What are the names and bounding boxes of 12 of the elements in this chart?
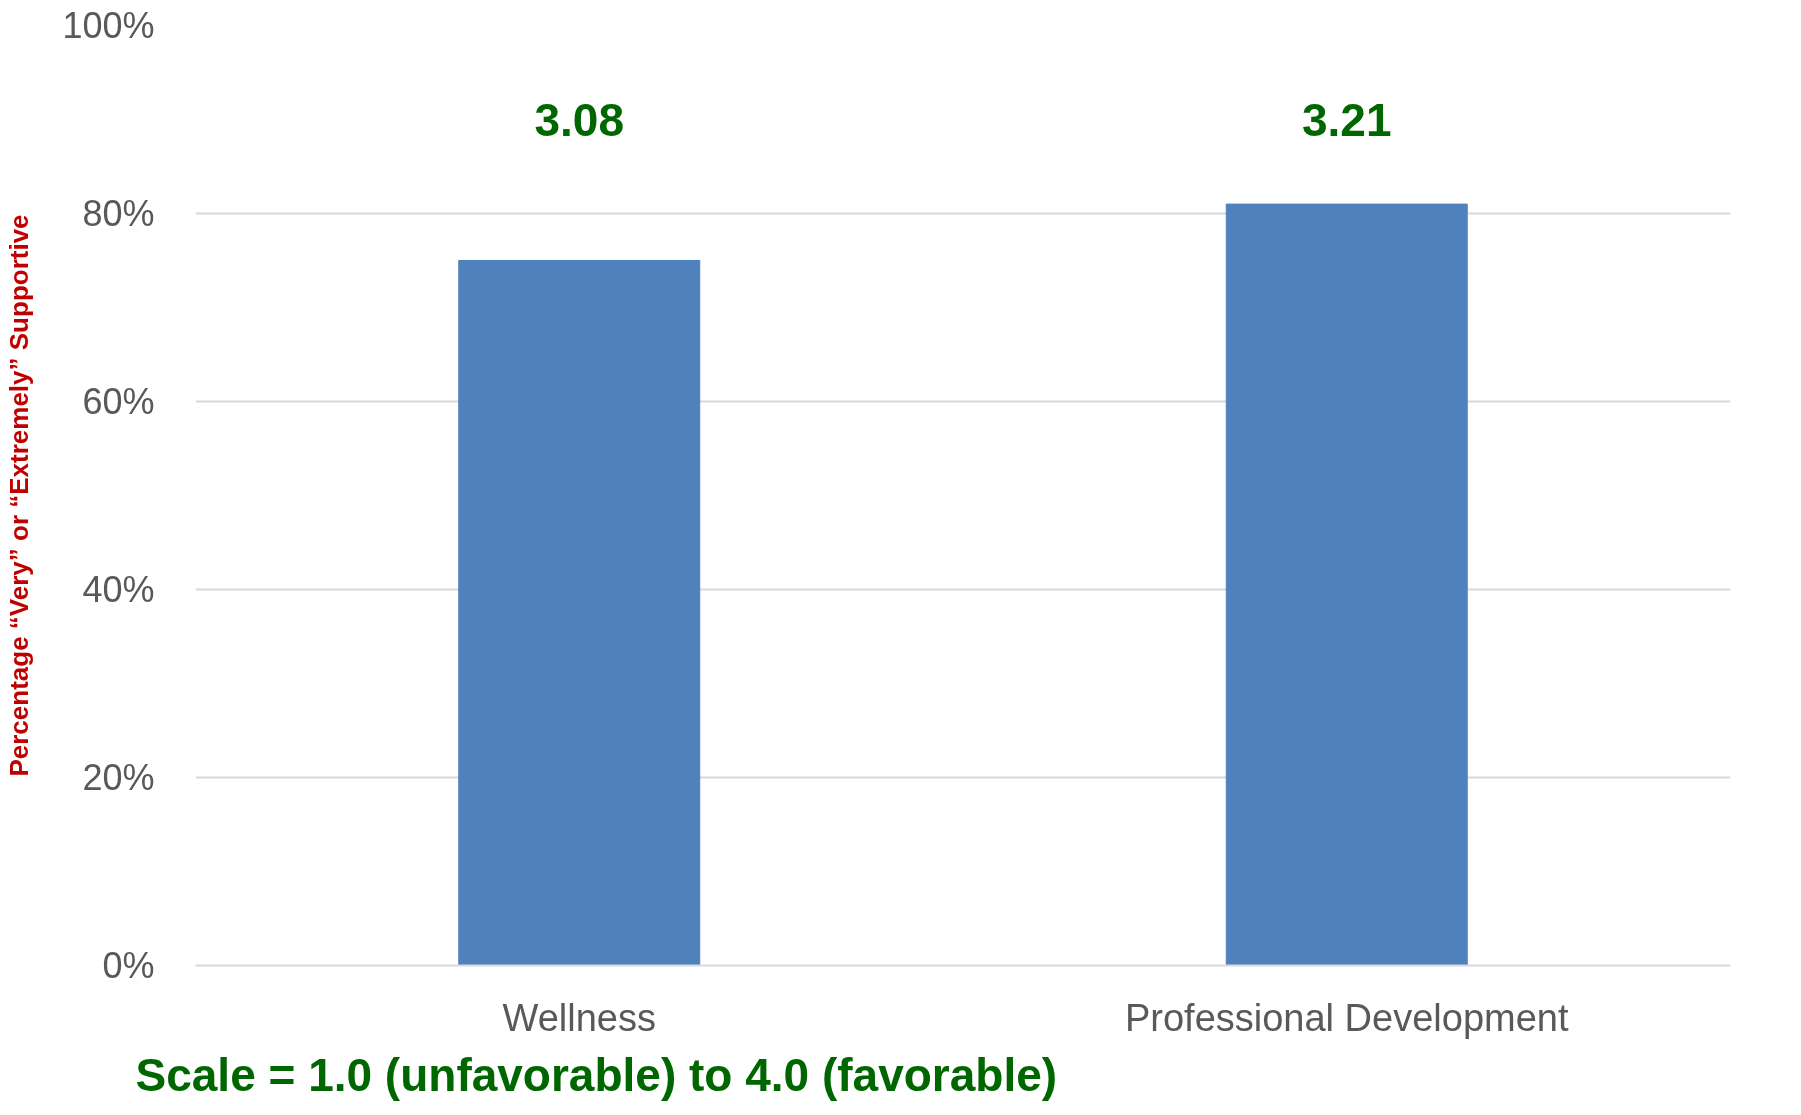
y-tick-label: 20% [82, 757, 155, 798]
y-tick-label: 0% [102, 945, 155, 986]
text: Scale = 1.0 (unfavorable) to 4.0 (favorable) [135, 1048, 1058, 1101]
annotation: 3.21 [1301, 93, 1392, 146]
y-tick-label: 40% [82, 569, 155, 610]
y-tick-label: 100% [62, 5, 155, 46]
y-axis-title: Percentage “Very” or “Extremely” Supportive [4, 214, 35, 777]
annotation: 3.08 [534, 93, 625, 146]
x-tick-label: Professional Development [1124, 996, 1569, 1039]
x-tick-label: Wellness [502, 996, 656, 1039]
y-tick-label: 60% [82, 381, 155, 422]
y-tick-label: 80% [82, 193, 155, 234]
